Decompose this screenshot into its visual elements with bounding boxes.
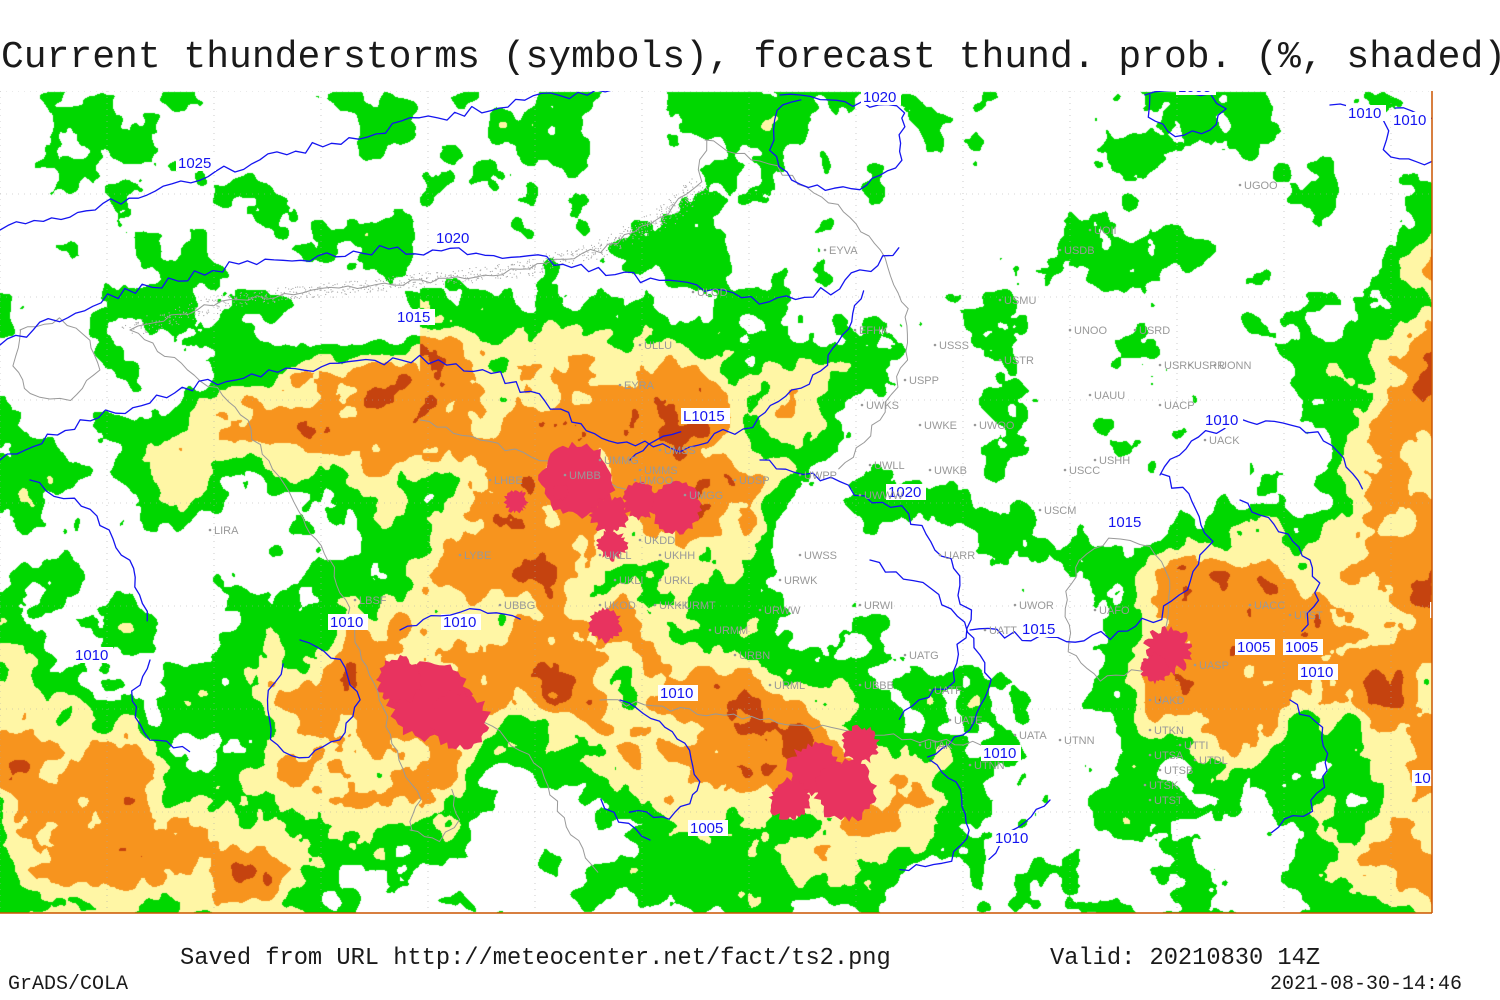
svg-text:UATA: UATA [1019, 730, 1047, 742]
svg-text:1010: 1010 [1205, 412, 1238, 429]
svg-text:1010: 1010 [1393, 112, 1426, 129]
svg-text:1005: 1005 [1285, 639, 1318, 656]
svg-text:UWWW: UWWW [864, 490, 904, 502]
svg-text:UKDD: UKDD [644, 535, 675, 547]
svg-text:UACP: UACP [1164, 400, 1195, 412]
svg-text:UATE: UATE [954, 715, 983, 727]
svg-text:EYVA: EYVA [829, 245, 858, 257]
svg-text:1020: 1020 [436, 230, 469, 247]
svg-text:UKKK: UKKK [659, 600, 690, 612]
svg-text:1010: 1010 [1432, 602, 1465, 619]
svg-text:1015: 1015 [397, 309, 430, 326]
svg-text:UAUU: UAUU [1094, 390, 1125, 402]
svg-text:UWLL: UWLL [874, 460, 905, 472]
svg-text:1005: 1005 [1178, 79, 1211, 96]
svg-text:UMMG: UMMG [604, 455, 639, 467]
svg-text:UDSP: UDSP [739, 475, 770, 487]
svg-text:EFHK: EFHK [859, 325, 889, 337]
svg-text:UMBB: UMBB [569, 470, 601, 482]
svg-text:UTNN: UTNN [1064, 735, 1095, 747]
svg-text:EYRA: EYRA [624, 380, 655, 392]
svg-text:1015: 1015 [1108, 514, 1141, 531]
svg-text:1010: 1010 [1300, 664, 1333, 681]
svg-text:UWKE: UWKE [924, 420, 957, 432]
svg-text:UMGG: UMGG [689, 490, 723, 502]
svg-text:1010: 1010 [1414, 770, 1447, 787]
svg-text:UTDL: UTDL [1199, 755, 1228, 767]
svg-text:UATT: UATT [989, 625, 1017, 637]
svg-text:USPP: USPP [909, 375, 939, 387]
svg-text:USMU: USMU [1004, 295, 1036, 307]
svg-text:1010: 1010 [75, 647, 108, 664]
svg-text:1010: 1010 [660, 685, 693, 702]
svg-text:1010: 1010 [443, 614, 476, 631]
svg-text:UTAK: UTAK [924, 740, 953, 752]
svg-text:UARR: UARR [944, 550, 975, 562]
svg-text:USCC: USCC [1069, 465, 1100, 477]
svg-text:USSS: USSS [939, 340, 969, 352]
svg-text:UWKS: UWKS [866, 400, 899, 412]
svg-text:UTSA: UTSA [1154, 750, 1184, 762]
svg-text:URMM: URMM [714, 625, 748, 637]
svg-text:UACC: UACC [1254, 600, 1285, 612]
svg-text:UONN: UONN [1219, 360, 1251, 372]
svg-text:UTNN: UTNN [974, 760, 1005, 772]
svg-text:UTKN: UTKN [1154, 725, 1184, 737]
svg-text:L1015: L1015 [683, 408, 725, 425]
svg-text:1010: 1010 [1348, 105, 1381, 122]
svg-text:ULLU: ULLU [644, 340, 672, 352]
svg-text:URKL: URKL [664, 575, 693, 587]
svg-text:UWOO: UWOO [979, 420, 1015, 432]
svg-text:1010: 1010 [330, 614, 363, 631]
svg-text:UTST: UTST [1154, 795, 1183, 807]
svg-text:UKLL: UKLL [604, 550, 632, 562]
svg-text:LHBE: LHBE [494, 475, 523, 487]
svg-text:1015: 1015 [1432, 920, 1465, 937]
svg-text:1010: 1010 [995, 830, 1028, 847]
svg-text:UWOR: UWOR [1019, 600, 1054, 612]
svg-text:USRD: USRD [1139, 325, 1170, 337]
svg-text:1015: 1015 [1022, 621, 1055, 638]
svg-text:USTR: USTR [1004, 355, 1034, 367]
svg-text:UTTI: UTTI [1184, 740, 1208, 752]
svg-text:UATF: UATF [934, 685, 962, 697]
svg-text:UOII: UOII [1094, 225, 1117, 237]
svg-text:UMSS: UMSS [664, 445, 696, 457]
svg-text:LYBE: LYBE [464, 550, 491, 562]
svg-text:UASP: UASP [1199, 660, 1229, 672]
svg-text:UACK: UACK [1209, 435, 1240, 447]
svg-text:USCM: USCM [1044, 505, 1076, 517]
svg-text:UWSS: UWSS [804, 550, 837, 562]
svg-text:UMOO: UMOO [639, 475, 674, 487]
svg-text:UKHH: UKHH [664, 550, 695, 562]
svg-text:UTSB: UTSB [1164, 765, 1193, 777]
svg-text:UAKD: UAKD [1154, 695, 1185, 707]
svg-text:URML: URML [774, 680, 805, 692]
svg-text:UTST: UTST [1294, 610, 1323, 622]
svg-text:UATG: UATG [909, 650, 939, 662]
svg-text:1020: 1020 [863, 89, 896, 106]
svg-text:UNOO: UNOO [1074, 325, 1107, 337]
svg-text:LIRA: LIRA [214, 525, 239, 537]
svg-text:UWKB: UWKB [934, 465, 967, 477]
svg-text:1005: 1005 [690, 820, 723, 837]
svg-text:URWW: URWW [764, 605, 801, 617]
svg-text:URBN: URBN [739, 650, 770, 662]
svg-text:ULOD: ULOD [697, 287, 728, 299]
svg-text:USDB: USDB [1064, 245, 1095, 257]
svg-text:URWI: URWI [864, 600, 893, 612]
svg-text:1025: 1025 [178, 155, 211, 172]
svg-text:1005: 1005 [1237, 639, 1270, 656]
svg-text:UKOD: UKOD [604, 600, 636, 612]
svg-text:UWPP: UWPP [804, 470, 837, 482]
svg-text:LBSF: LBSF [359, 595, 387, 607]
svg-text:UTSK: UTSK [1149, 780, 1179, 792]
svg-text:USHH: USHH [1099, 455, 1130, 467]
svg-text:UAFO: UAFO [1099, 605, 1130, 617]
svg-text:UKLI: UKLI [619, 575, 643, 587]
svg-text:UBBG: UBBG [504, 600, 535, 612]
svg-text:UGOO: UGOO [1244, 180, 1278, 192]
svg-text:URWK: URWK [784, 575, 818, 587]
svg-text:UBBB: UBBB [864, 680, 894, 692]
